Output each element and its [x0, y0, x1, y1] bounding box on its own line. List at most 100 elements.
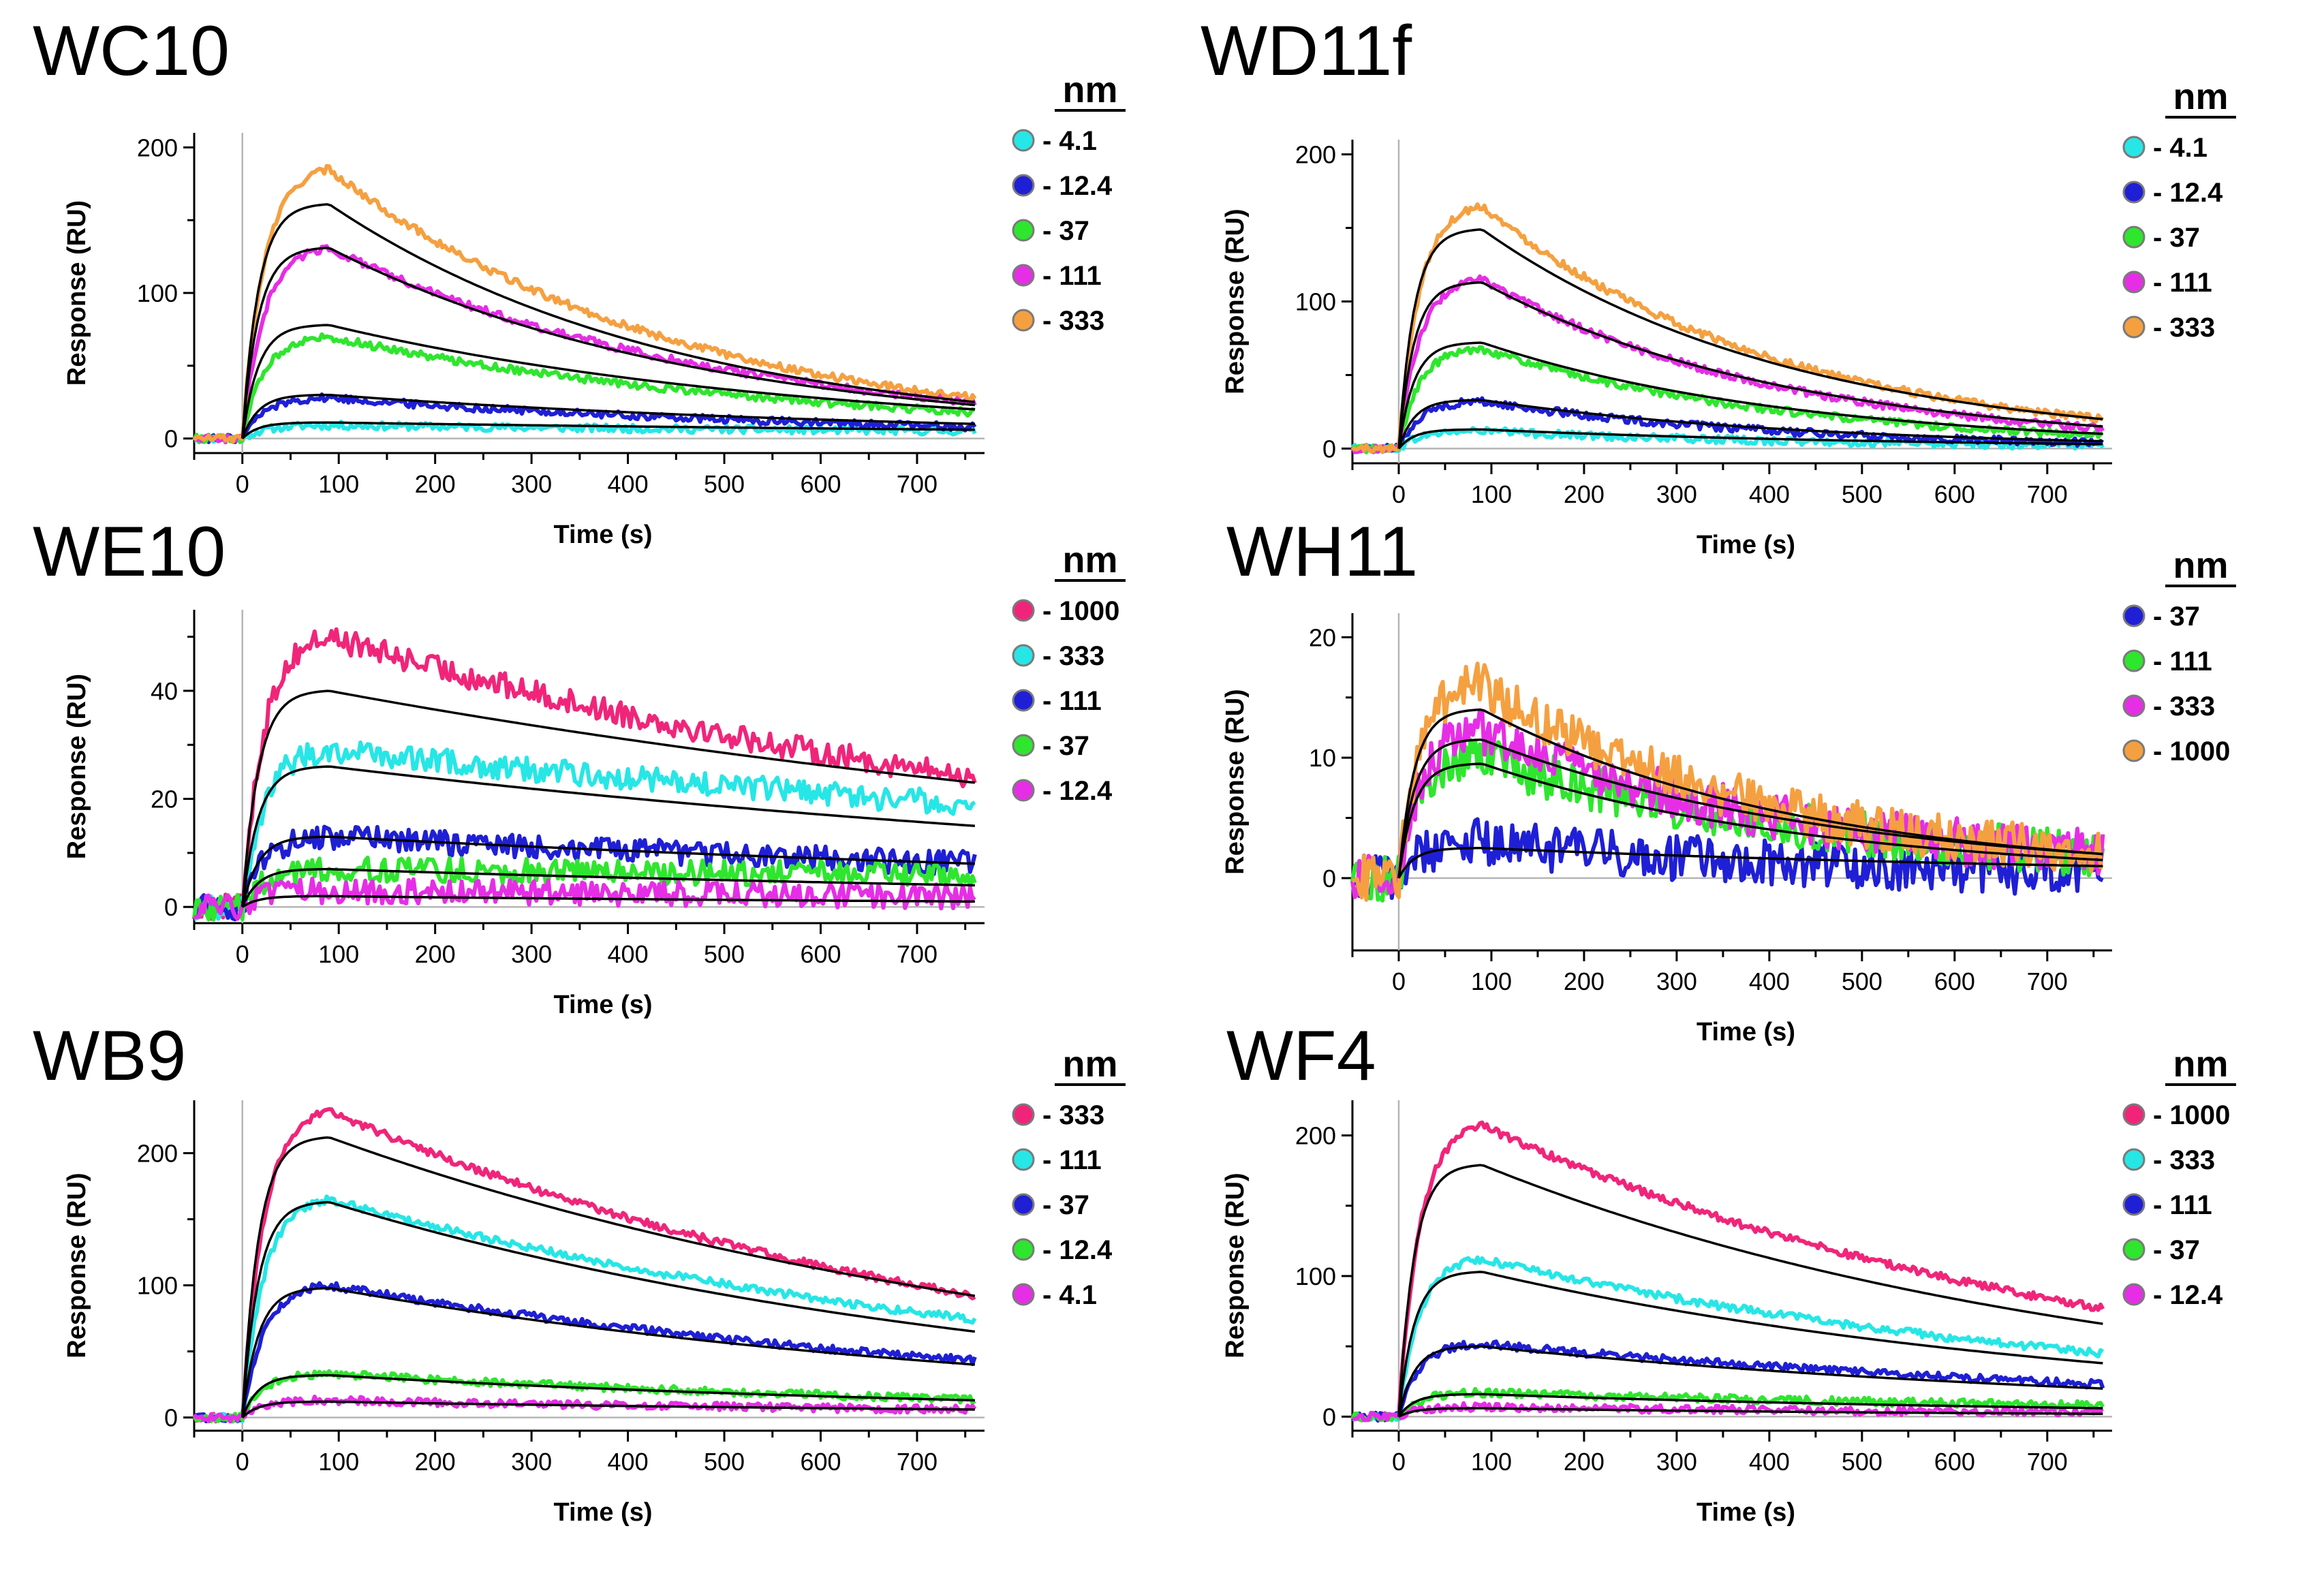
legend-swatch [2122, 1238, 2145, 1261]
y-tick-label: 0 [164, 425, 178, 453]
series-line-37 [1352, 345, 2104, 454]
series-line-1000 [192, 627, 977, 921]
legend-swatch [1012, 219, 1035, 242]
fit-curve [1398, 1407, 2103, 1418]
y-tick-label: 100 [137, 279, 178, 307]
x-axis-label: Time (s) [1696, 1498, 1795, 1527]
fit-curve [1397, 762, 2103, 879]
legend-label: - 37 [1042, 216, 1089, 246]
x-tick-label: 200 [1564, 967, 1605, 995]
legend-swatch [1012, 734, 1035, 757]
panel-title: WE10 [33, 512, 226, 591]
series-line-333 [192, 164, 977, 444]
legend-swatch [1012, 779, 1035, 802]
x-tick-label: 0 [236, 470, 249, 498]
x-tick-label: 500 [1842, 480, 1883, 508]
legend-label: - 333 [1042, 306, 1104, 336]
fit-curve [241, 1200, 976, 1418]
legend-label: - 12.4 [1042, 1235, 1113, 1265]
legend: nm - 4.1 - 12.4 - 37 - 111 - 333 [2122, 76, 2236, 343]
legend-swatch [1012, 599, 1035, 622]
x-tick-label: 200 [415, 470, 456, 498]
x-tick-label: 400 [1749, 1448, 1790, 1476]
legend-label: - 333 [2153, 692, 2215, 721]
x-tick-label: 600 [800, 470, 841, 498]
y-axis-label: Response (RU) [1221, 689, 1250, 874]
fit-curve [241, 895, 975, 908]
y-tick-label: 200 [137, 134, 178, 161]
y-axis-label: Response (RU) [1221, 208, 1250, 394]
x-tick-label: 100 [318, 470, 359, 498]
x-tick-label: 400 [608, 1448, 649, 1476]
legend-label: - 111 [2153, 647, 2212, 677]
legend-label: - 111 [2153, 1190, 2212, 1220]
x-tick-label: 200 [415, 940, 456, 968]
x-tick-label: 700 [897, 470, 938, 498]
series-line-111 [192, 1194, 977, 1423]
fit-curve [241, 203, 976, 439]
y-tick-label: 0 [1322, 435, 1336, 463]
x-axis-label: Time (s) [553, 521, 652, 549]
x-tick-label: 600 [800, 1448, 841, 1476]
legend-swatch [1012, 174, 1035, 197]
series-line-37 [192, 332, 976, 445]
y-axis-label: Response (RU) [63, 1173, 91, 1358]
panel-wb9: WB9 0 100 200 300 400 500 600 700 0 100 200 Time (s)… [33, 1016, 1126, 1527]
fit-curve [1397, 708, 2103, 879]
y-tick-label: 20 [151, 786, 178, 813]
x-axis-label: Time (s) [1696, 1018, 1795, 1046]
series-line-12.4 [192, 1369, 976, 1424]
legend-label: - 111 [1042, 686, 1102, 716]
y-tick-label: 100 [137, 1272, 178, 1300]
legend-label: - 12.4 [2153, 178, 2223, 208]
legend-label: - 333 [2153, 313, 2215, 343]
y-tick-label: 40 [151, 677, 178, 705]
series-line-12.4 [193, 876, 976, 921]
fit-curve [1397, 341, 2103, 449]
fit-curve [1397, 428, 2103, 450]
legend-label: - 12.4 [1042, 171, 1113, 201]
y-tick-label: 0 [1322, 1403, 1336, 1431]
fit-curve [1397, 228, 2103, 449]
series-line-333 [1350, 708, 2105, 900]
legend-label: - 37 [2153, 1235, 2200, 1265]
panel-we10: WE10 0 100 200 300 400 500 600 700 0 20 40 Time (s) R… [33, 512, 1126, 1019]
y-tick-label: 100 [1295, 288, 1336, 316]
legend-swatch [1012, 309, 1035, 332]
y-tick-label: 200 [1295, 141, 1336, 169]
legend-label: - 37 [1042, 1190, 1089, 1220]
x-axis-label: Time (s) [1696, 531, 1795, 559]
legend-swatch [1012, 1103, 1035, 1126]
x-tick-label: 0 [1392, 967, 1406, 995]
legend-label: - 333 [1042, 641, 1104, 671]
fit-curve [1397, 281, 2103, 449]
y-tick-label: 20 [1309, 623, 1336, 651]
legend-swatch [2122, 649, 2145, 672]
legend: nm - 37 - 111 - 333 - 1000 [2122, 545, 2236, 766]
fit-curve [241, 835, 975, 907]
x-tick-label: 400 [608, 470, 649, 498]
legend-swatch [2122, 136, 2145, 159]
legend-title: nm [1063, 1044, 1118, 1085]
legend-label: - 111 [2153, 268, 2212, 298]
x-tick-label: 600 [1934, 1448, 1975, 1476]
legend-label: - 37 [2153, 223, 2200, 253]
panel-title: WC10 [33, 12, 230, 91]
series-line-111 [1350, 274, 2105, 454]
x-tick-label: 300 [1656, 1448, 1697, 1476]
x-tick-label: 300 [511, 1448, 552, 1476]
legend-swatch [1012, 1148, 1035, 1171]
panel-wh11: WH11 0 100 200 300 400 500 600 700 0 10 20 Time (s) R… [1221, 512, 2236, 1046]
legend-label: - 1000 [2153, 1100, 2230, 1130]
legend-swatch [2122, 1283, 2145, 1306]
x-tick-label: 500 [1842, 1448, 1883, 1476]
fit-curve [241, 765, 975, 907]
fit-curve [241, 1136, 976, 1418]
y-tick-label: 0 [1322, 865, 1336, 892]
x-tick-label: 400 [608, 940, 649, 968]
x-tick-label: 500 [704, 470, 745, 498]
fit-curve [241, 1373, 975, 1418]
legend-label: - 1000 [2153, 736, 2230, 766]
legend-title: nm [2173, 1044, 2229, 1085]
